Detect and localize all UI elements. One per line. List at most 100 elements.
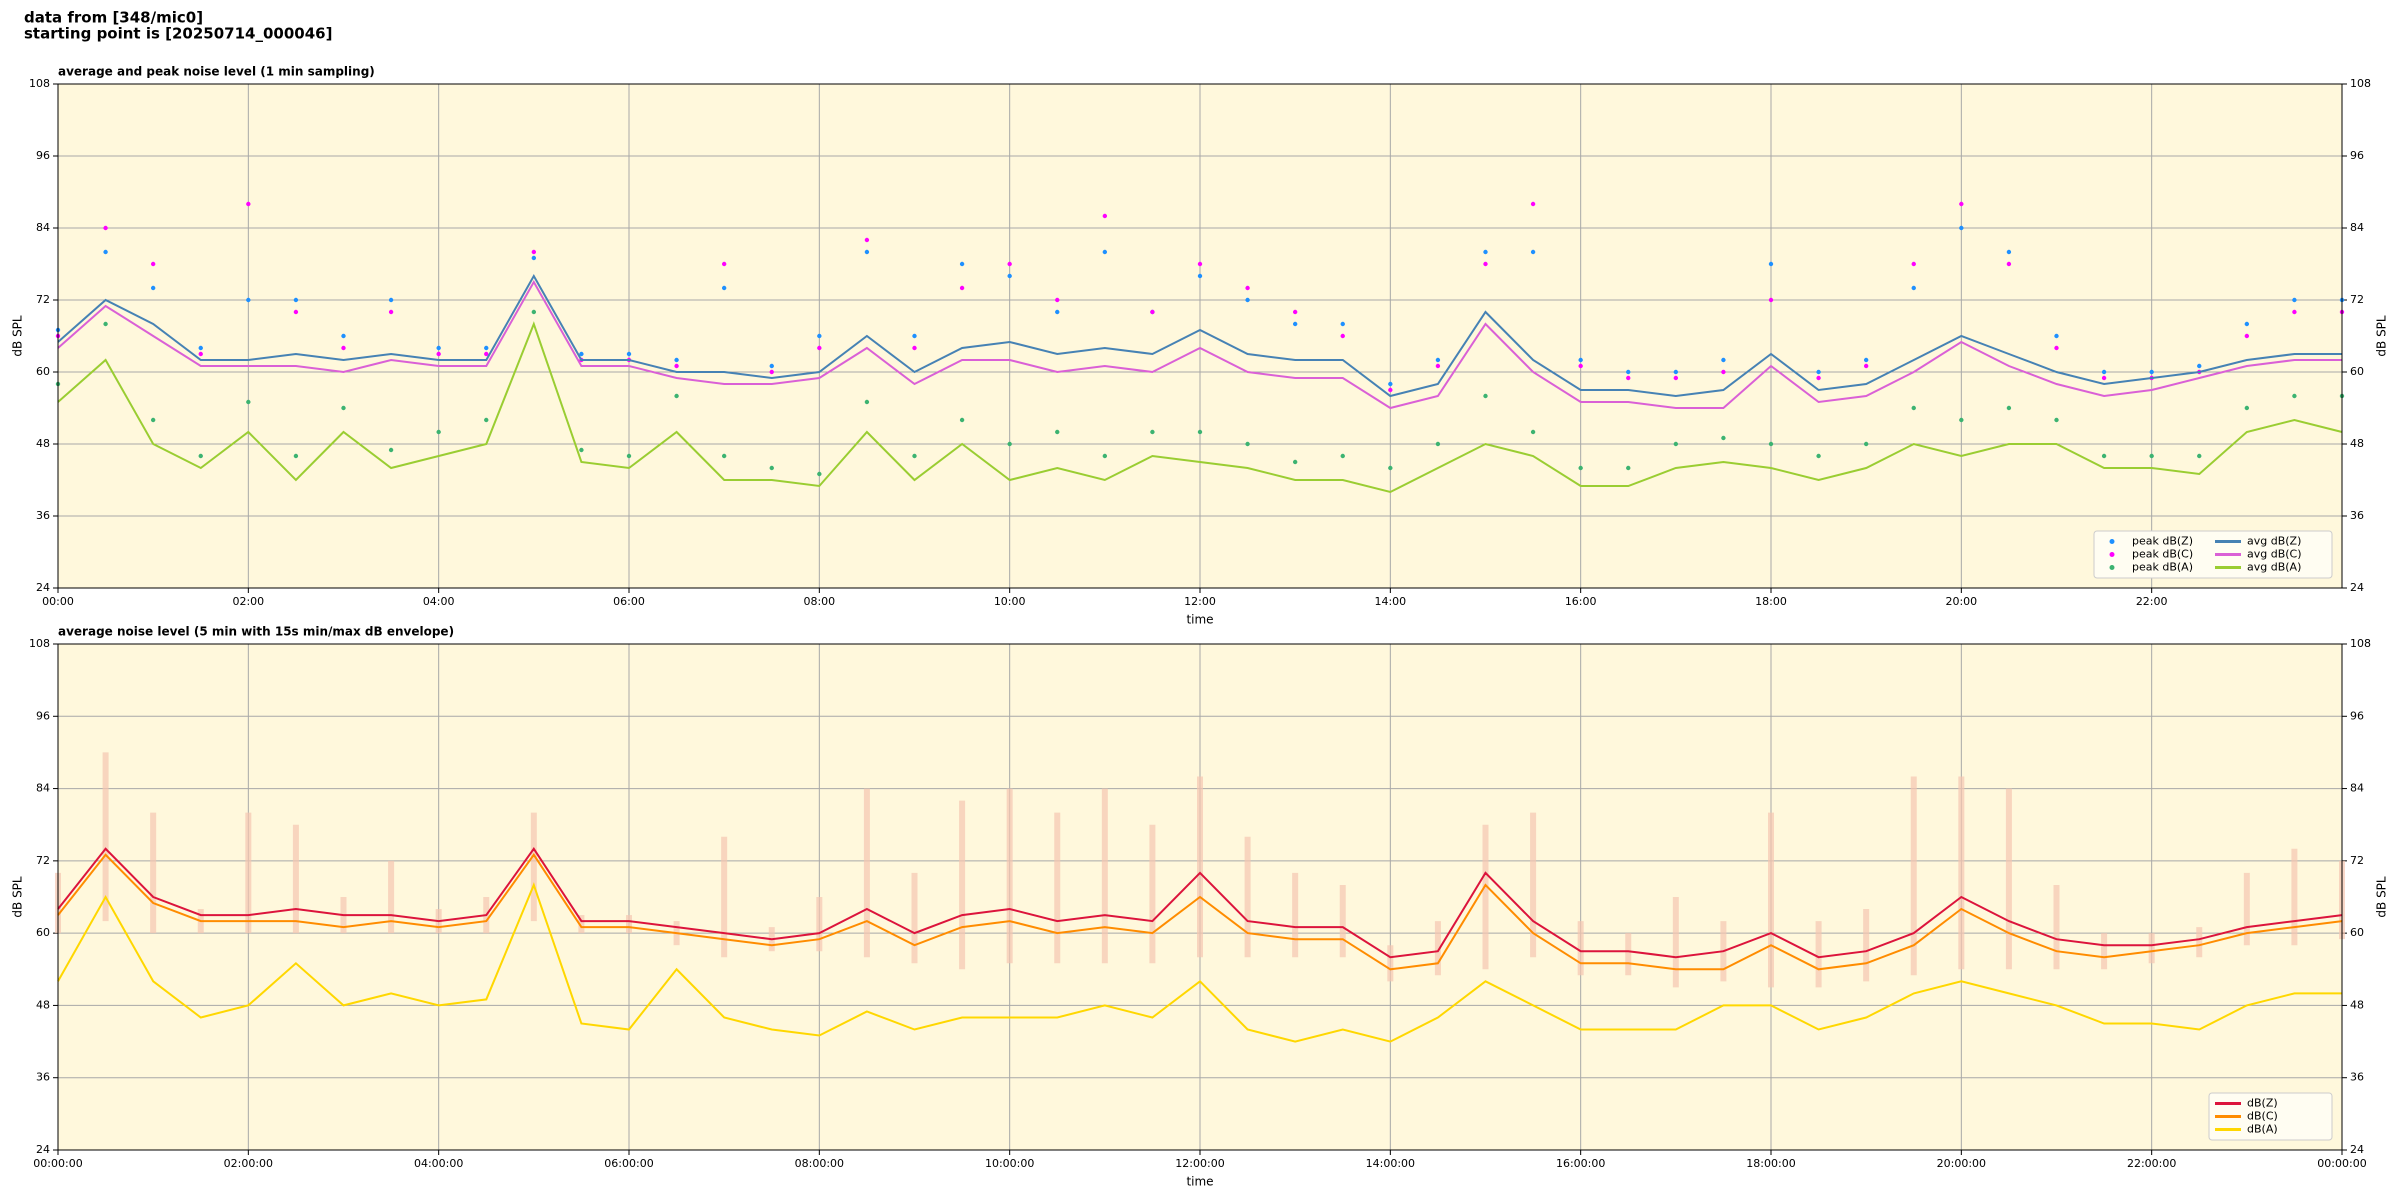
y2-tick-label: 24 (2350, 1143, 2364, 1156)
y-tick-label: 96 (36, 709, 50, 722)
peak-dot (1768, 261, 1774, 267)
peak-dot (674, 363, 679, 369)
x-tick-label: 02:00:00 (224, 1157, 273, 1170)
peak-dot (579, 447, 584, 453)
y-tick-label: 72 (36, 854, 50, 867)
peak-dot (198, 351, 203, 357)
peak-dot (246, 297, 251, 303)
peak-dot (912, 345, 917, 351)
peak-dot (959, 417, 965, 423)
x-tick-label: 06:00:00 (604, 1157, 653, 1170)
x-tick-label: 10:00 (994, 595, 1026, 608)
x-tick-label: 08:00:00 (795, 1157, 844, 1170)
peak-dot (1055, 309, 1060, 315)
peak-dot (1102, 213, 1108, 219)
chart-title: average noise level (5 min with 15s min/… (58, 625, 454, 639)
peak-dot (1340, 333, 1345, 339)
y2-axis-label: dB SPL (2375, 876, 2389, 918)
peak-dot (150, 261, 156, 267)
peak-dot (1388, 381, 1393, 387)
y-tick-label: 84 (36, 782, 50, 795)
peak-dot (388, 297, 394, 303)
peak-dot (1768, 441, 1774, 447)
peak-dot (1863, 363, 1869, 369)
x-tick-label: 12:00 (1184, 595, 1216, 608)
peak-dot (2197, 453, 2202, 459)
peak-dot (1483, 249, 1488, 255)
peak-dot (1626, 465, 1631, 471)
y2-axis-label: dB SPL (2375, 315, 2389, 357)
y2-tick-label: 108 (2350, 637, 2371, 650)
peak-dot (2006, 261, 2012, 267)
peak-dot (1530, 249, 1536, 255)
peak-dot (1816, 453, 1821, 459)
y2-tick-label: 84 (2350, 221, 2364, 234)
peak-dot (1626, 375, 1631, 381)
y2-tick-label: 60 (2350, 365, 2364, 378)
peak-dot (484, 351, 489, 357)
peak-dot (1435, 363, 1441, 369)
legend: dB(Z)dB(C)dB(A) (2208, 1092, 2333, 1141)
x-tick-label: 20:00:00 (1937, 1157, 1986, 1170)
legend-label: avg dB(C) (2247, 548, 2302, 561)
y2-tick-label: 60 (2350, 926, 2364, 939)
peak-dot (721, 285, 727, 291)
peak-dot (721, 261, 727, 267)
y2-tick-label: 72 (2350, 293, 2364, 306)
peak-dot (2006, 405, 2012, 411)
peak-dot (1578, 465, 1583, 471)
peak-dot (198, 345, 203, 351)
x-tick-label: 10:00:00 (985, 1157, 1034, 1170)
peak-dot (817, 333, 822, 339)
peak-dot (2244, 333, 2250, 339)
peak-dot (579, 351, 584, 357)
header-line: data from [348/mic0] (24, 9, 203, 27)
y-tick-label: 108 (29, 637, 50, 650)
peak-dot (1483, 393, 1488, 399)
x-axis-label: time (1186, 1175, 1213, 1189)
peak-dot (198, 453, 203, 459)
peak-dot (2292, 309, 2297, 315)
y-axis-label: dB SPL (11, 315, 25, 357)
peak-dot (817, 345, 822, 351)
x-tick-label: 02:00 (232, 595, 264, 608)
x-tick-label: 16:00:00 (1556, 1157, 1605, 1170)
legend-swatch (2109, 539, 2115, 544)
peak-dot (341, 333, 346, 339)
x-tick-label: 22:00 (2136, 595, 2168, 608)
peak-dot (1197, 273, 1203, 279)
peak-dot (769, 465, 774, 471)
series-line (57, 847, 2343, 959)
legend-label: dB(Z) (2247, 1097, 2278, 1110)
peak-dot (1340, 453, 1345, 459)
plot-area (55, 201, 2345, 494)
peak-dot (293, 297, 299, 303)
peak-dot (1863, 441, 1869, 447)
y-tick-label: 24 (36, 1143, 50, 1156)
x-tick-label: 04:00 (423, 595, 455, 608)
series-line (57, 279, 2342, 410)
y-tick-label: 60 (36, 365, 50, 378)
peak-dot (1530, 429, 1536, 435)
peak-dot (2292, 393, 2297, 399)
peak-dot (674, 357, 679, 363)
peak-dot (1292, 309, 1298, 315)
legend-box (2093, 530, 2333, 579)
peak-dot (1863, 357, 1869, 363)
y2-tick-label: 48 (2350, 998, 2364, 1011)
peak-dot (1911, 261, 1916, 267)
legend-swatch (2109, 565, 2115, 570)
peak-dot (864, 249, 870, 255)
y-tick-label: 48 (36, 437, 50, 450)
peak-dot (1150, 309, 1155, 315)
peak-dot (1292, 459, 1298, 465)
peak-dot (1245, 297, 1250, 303)
peak-dot (1435, 441, 1441, 447)
y-tick-label: 60 (36, 926, 50, 939)
peak-dot (341, 345, 346, 351)
peak-dot (674, 393, 679, 399)
legend-label: dB(C) (2247, 1110, 2278, 1123)
peak-dot (2292, 297, 2297, 303)
plot-frame (57, 643, 2343, 1151)
